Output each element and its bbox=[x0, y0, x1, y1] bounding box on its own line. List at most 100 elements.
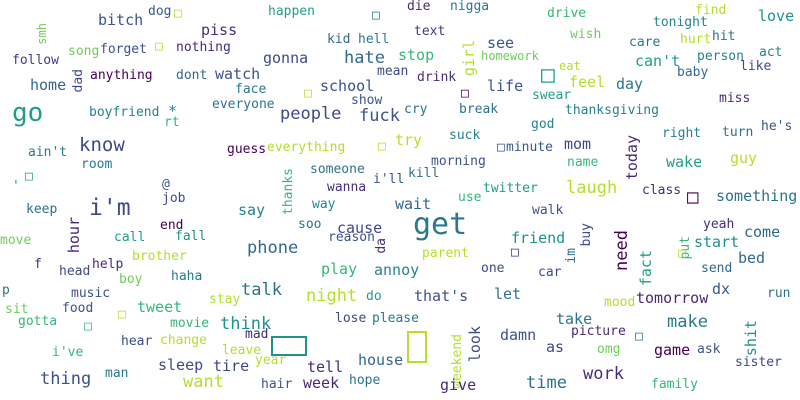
cloud-word: please bbox=[372, 311, 419, 326]
cloud-word: homework bbox=[481, 49, 539, 63]
cloud-word: right bbox=[662, 126, 702, 141]
cloud-word: that's bbox=[414, 287, 469, 305]
cloud-word: eat bbox=[559, 59, 581, 73]
cloud-glyph: □ bbox=[687, 186, 699, 208]
cloud-word: tire bbox=[213, 357, 250, 375]
cloud-word: send bbox=[701, 261, 733, 276]
cloud-word: head bbox=[59, 264, 91, 279]
cloud-word: bed bbox=[738, 249, 766, 267]
cloud-glyph: □ bbox=[678, 246, 686, 261]
cloud-word: omg bbox=[597, 342, 621, 357]
cloud-word: rt bbox=[164, 115, 180, 130]
cloud-word: cause bbox=[337, 219, 383, 237]
cloud-word: reason bbox=[328, 230, 375, 245]
cloud-word: family bbox=[651, 377, 698, 392]
cloud-word: happen bbox=[268, 4, 315, 19]
cloud-word: buy bbox=[579, 223, 594, 247]
cloud-word: watch bbox=[215, 65, 261, 83]
cloud-word: kill bbox=[408, 166, 440, 181]
cloud-word: @ bbox=[162, 177, 170, 192]
cloud-word: thing bbox=[40, 369, 92, 389]
cloud-word: feel bbox=[569, 73, 606, 91]
cloud-word: wake bbox=[666, 153, 703, 171]
cloud-word: baby bbox=[677, 65, 709, 80]
cloud-word: think bbox=[220, 314, 272, 334]
cloud-word: girl bbox=[460, 40, 478, 77]
cloud-glyph: □ bbox=[511, 245, 519, 260]
cloud-glyph: □ bbox=[378, 139, 386, 154]
cloud-word: stop bbox=[398, 46, 435, 64]
missing-glyph-box bbox=[271, 336, 307, 356]
cloud-word: miss bbox=[719, 91, 751, 106]
cloud-glyph: * bbox=[168, 102, 178, 120]
cloud-word: morning bbox=[431, 154, 486, 169]
cloud-word: know bbox=[79, 134, 125, 156]
cloud-word: drink bbox=[417, 70, 457, 85]
cloud-word: da bbox=[374, 238, 389, 254]
cloud-word: mood bbox=[604, 295, 636, 310]
cloud-word: change bbox=[160, 333, 207, 348]
cloud-word: as bbox=[546, 338, 565, 356]
cloud-word: mom bbox=[564, 135, 592, 153]
cloud-word: im bbox=[564, 248, 579, 264]
cloud-word: tomorrow bbox=[636, 289, 709, 307]
cloud-word: act bbox=[759, 45, 783, 60]
cloud-word: i've bbox=[52, 345, 84, 360]
cloud-word: show bbox=[351, 93, 383, 108]
cloud-word: like bbox=[740, 59, 772, 74]
cloud-word: sister bbox=[735, 355, 782, 370]
cloud-glyph: □ bbox=[541, 62, 555, 88]
cloud-word: swear bbox=[532, 88, 572, 103]
cloud-word: die bbox=[407, 0, 431, 14]
cloud-word: dad bbox=[71, 69, 86, 93]
cloud-word: break bbox=[459, 102, 499, 117]
cloud-word: sit bbox=[5, 302, 29, 317]
cloud-word: nigga bbox=[450, 0, 490, 14]
cloud-word: food bbox=[62, 301, 94, 316]
cloud-word: suck bbox=[449, 128, 481, 143]
cloud-word: name bbox=[567, 155, 599, 170]
cloud-word: follow bbox=[12, 53, 59, 68]
cloud-word: hear bbox=[121, 334, 153, 349]
cloud-glyph: □ bbox=[174, 6, 182, 21]
cloud-word: keep bbox=[26, 202, 58, 217]
cloud-word: play bbox=[321, 260, 358, 278]
cloud-word: something bbox=[716, 187, 798, 205]
cloud-word: gotta bbox=[18, 314, 58, 329]
cloud-word: hell bbox=[358, 32, 390, 47]
cloud-word: ain't bbox=[28, 145, 68, 160]
cloud-glyph: □ bbox=[372, 8, 380, 23]
cloud-word: try bbox=[395, 131, 423, 149]
cloud-word: care bbox=[629, 35, 661, 50]
cloud-word: talk bbox=[241, 280, 282, 300]
cloud-word: week bbox=[303, 374, 340, 392]
cloud-word: home bbox=[30, 76, 67, 94]
cloud-word: ask bbox=[697, 342, 721, 357]
cloud-word: let bbox=[494, 285, 522, 303]
cloud-word: hair bbox=[261, 377, 293, 392]
cloud-word: leave bbox=[222, 343, 262, 358]
cloud-word: tell bbox=[307, 358, 344, 376]
cloud-word: everything bbox=[267, 140, 346, 155]
cloud-glyph: □ bbox=[84, 319, 92, 334]
cloud-word: call bbox=[114, 230, 146, 245]
cloud-word: movie bbox=[170, 316, 210, 331]
cloud-word: p bbox=[2, 283, 10, 298]
cloud-glyph: □ bbox=[304, 86, 312, 101]
cloud-word: piss bbox=[201, 21, 238, 39]
cloud-word: make bbox=[667, 312, 708, 332]
cloud-word: brother bbox=[132, 249, 187, 264]
cloud-word: house bbox=[358, 351, 404, 369]
cloud-glyph: □ bbox=[635, 329, 643, 344]
cloud-word: dont bbox=[176, 68, 208, 83]
cloud-word: do bbox=[366, 289, 382, 304]
cloud-glyph: □ bbox=[497, 140, 505, 155]
cloud-word: face bbox=[235, 82, 267, 97]
cloud-word: help bbox=[92, 257, 124, 272]
cloud-word: day bbox=[616, 75, 644, 93]
cloud-word: haha bbox=[171, 269, 203, 284]
cloud-word: today bbox=[623, 135, 641, 181]
cloud-word: boy bbox=[119, 272, 143, 287]
cloud-word: text bbox=[414, 24, 446, 39]
